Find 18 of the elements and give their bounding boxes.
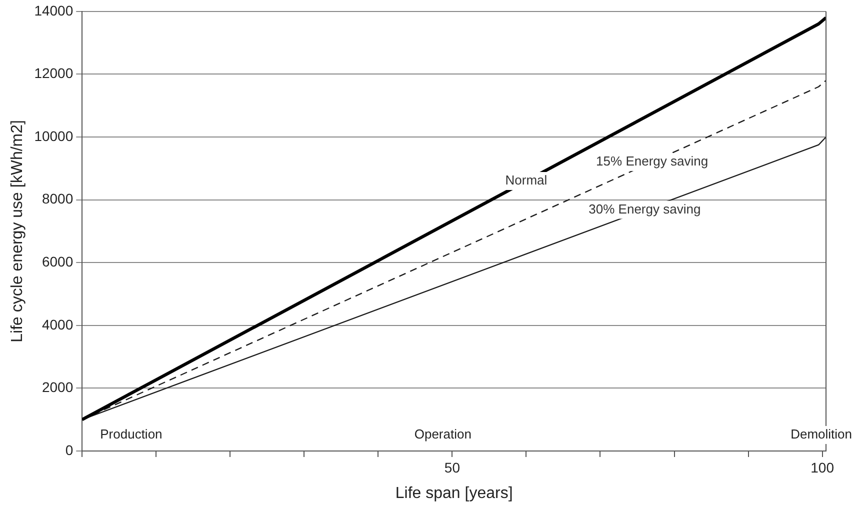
x-axis-title: Life span [years]	[395, 484, 513, 502]
y-axis-title: Life cycle energy use [kWh/m2]	[9, 120, 26, 342]
annotation: Demolition	[790, 426, 852, 442]
y-tick-label: 10000	[34, 128, 74, 144]
series-label: Normal	[505, 172, 548, 188]
y-tick-label: 6000	[42, 253, 74, 270]
y-tick-label: 8000	[42, 190, 74, 207]
y-tick-label: 0	[65, 442, 74, 458]
y-tick-label: 2000	[42, 379, 74, 396]
x-tick-label: 100	[810, 459, 834, 476]
y-tick-label: 14000	[34, 2, 74, 18]
y-tick-label: 12000	[34, 65, 74, 82]
series-label: 30% Energy saving	[588, 201, 701, 216]
y-tick-label: 4000	[42, 316, 74, 332]
annotation: Operation	[414, 426, 472, 442]
annotation: Production	[100, 426, 162, 442]
x-tick-label: 50	[444, 459, 460, 476]
series-label: 15% Energy saving	[596, 154, 708, 169]
